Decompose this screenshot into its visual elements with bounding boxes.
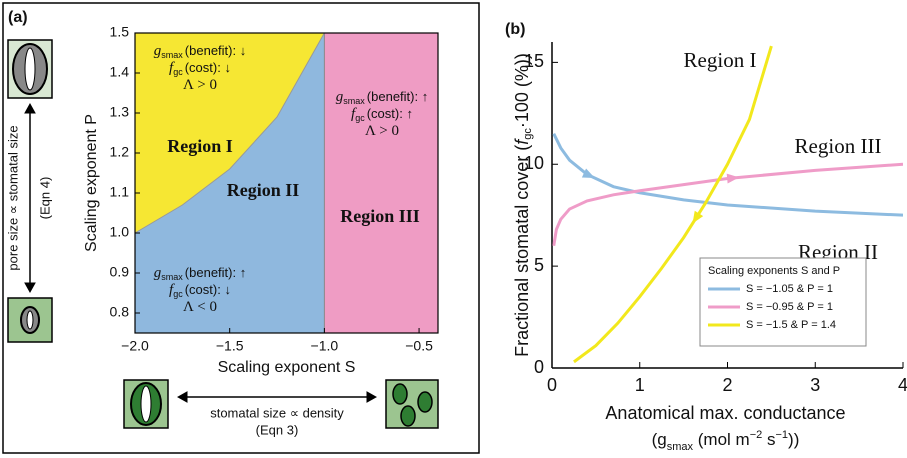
y-axis-label: Fractional stomatal cover (fgc·100 (%)): [512, 53, 534, 357]
label-part: (mol m: [693, 430, 750, 449]
panel-label: (b): [505, 21, 525, 38]
subscript: gc: [173, 289, 183, 299]
label-part: s: [762, 430, 775, 449]
x-tick-label: 0: [547, 375, 557, 395]
superscript: −1: [775, 429, 788, 441]
y-tick-label: 1.5: [110, 24, 130, 40]
region-label: Region III: [340, 206, 420, 226]
annotation-text: Λ > 0: [365, 123, 399, 139]
y-axis-label: Scaling exponent P: [83, 114, 100, 252]
panel-label: (a): [8, 9, 28, 26]
legend-label: S = −1.5 & P = 1.4: [746, 319, 836, 331]
region-label: Region I: [167, 136, 233, 156]
annotation-text: (benefit): ↑: [367, 89, 428, 104]
x-tick-label: −1.0: [311, 338, 339, 354]
page: {"chart_data": [ {"type": "region", "pan…: [0, 0, 907, 458]
subscript: gc: [522, 128, 534, 140]
panel-a: −2.0 −1.5 −1.0 −0.5 0.8 0.9 1.0 1.1 1.2 1.3 1.4 1.5…: [5, 9, 438, 437]
y-tick-label: 1.2: [110, 144, 130, 160]
x-tick-label: −2.0: [121, 338, 149, 354]
x-axis-label: Anatomical max. conductance: [605, 403, 845, 423]
side-label: stomatal size ∝ density: [210, 405, 344, 420]
annotation-text: Λ < 0: [183, 299, 217, 315]
direction-arrow: [727, 172, 740, 183]
region-label: Region II: [227, 180, 300, 200]
annotation: Λ > 0: [183, 77, 217, 93]
legend-label: S = −1.05 & P = 1: [746, 283, 833, 295]
annotation-text: (benefit): ↑: [185, 265, 246, 280]
x-tick-label: −1.5: [216, 338, 244, 354]
subscript: smax: [161, 50, 183, 60]
x-tick-label: 2: [722, 375, 732, 395]
y-tick-label: 0.9: [110, 264, 130, 280]
superscript: −2: [750, 429, 763, 441]
y-tick-label: 1.3: [110, 104, 130, 120]
x-tick-label: 4: [898, 375, 907, 395]
annotation-text: (cost): ↓: [185, 282, 231, 297]
subscript: smax: [667, 441, 694, 453]
label-part: )): [788, 430, 799, 449]
side-label: (Eqn 3): [256, 422, 299, 437]
y-tick-label: 5: [534, 255, 544, 275]
y-tick-label: 1.0: [110, 224, 130, 240]
label-part: Fractional stomatal cover (: [512, 145, 532, 357]
legend-title: Scaling exponents S and P: [708, 265, 840, 277]
region-label: Region I: [684, 48, 757, 72]
subscript: smax: [343, 96, 365, 106]
y-tick-label: 1.1: [110, 184, 130, 200]
figure: −2.0 −1.5 −1.0 −0.5 0.8 0.9 1.0 1.1 1.2 1.3 1.4 1.5…: [0, 0, 907, 458]
x-tick-label: −0.5: [405, 338, 433, 354]
side-label: (Eqn 4): [37, 177, 52, 220]
region-label: Region III: [795, 134, 882, 158]
x-tick-label: 1: [635, 375, 645, 395]
annotation-text: (cost): ↓: [185, 60, 231, 75]
x-tick-label: 3: [810, 375, 820, 395]
annotation-text: Λ > 0: [183, 77, 217, 93]
x-axis-label: Scaling exponent S: [218, 359, 356, 376]
side-label: pore size ∝ stomatal size: [5, 125, 20, 270]
label-part: ·100 (%)): [512, 53, 532, 128]
annotation-text: (benefit): ↓: [185, 43, 246, 58]
label-part: (g: [652, 430, 667, 449]
annotation-text: (cost): ↑: [367, 106, 413, 121]
legend-label: S = −0.95 & P = 1: [746, 301, 833, 313]
subscript: smax: [161, 272, 183, 282]
x-axis-label: (gsmax (mol m−2 s−1)): [652, 429, 800, 453]
y-tick-label: 0: [534, 357, 544, 377]
annotation: Λ < 0: [183, 299, 217, 315]
annotation: Λ > 0: [365, 123, 399, 139]
subscript: gc: [173, 67, 183, 77]
y-tick-label: 1.4: [110, 64, 130, 80]
subscript: gc: [355, 113, 365, 123]
y-tick-label: 0.8: [110, 304, 130, 320]
region-iii: [324, 33, 438, 333]
